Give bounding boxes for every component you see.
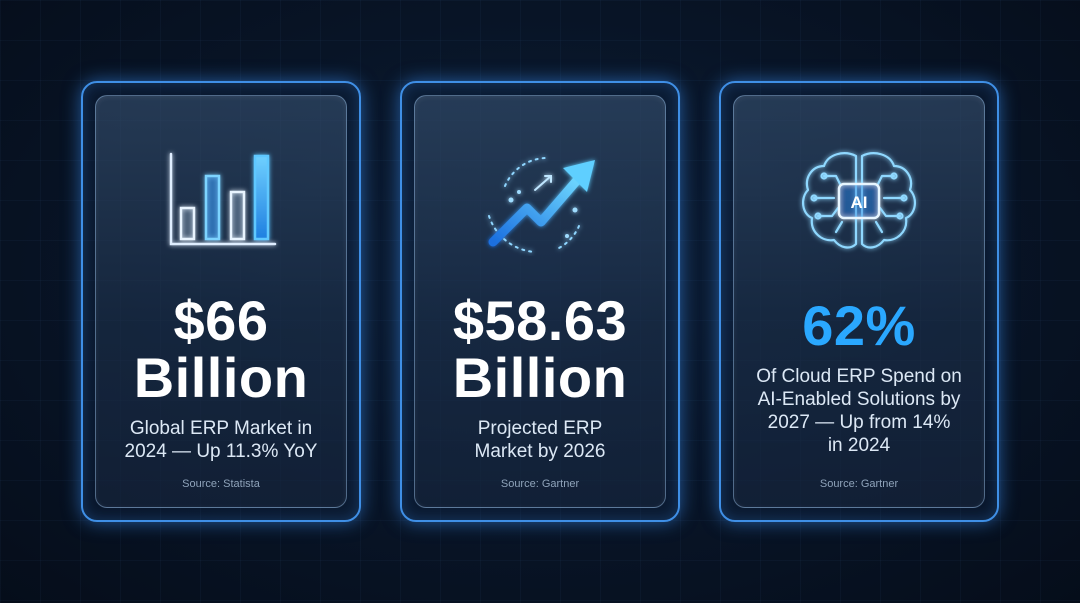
description-line: AI-Enabled Solutions by [757,389,961,410]
card-inner-panel: AI 62% Of Cloud ERP Spend on AI-Enabled … [733,95,985,508]
ai-brain-icon: AI [734,146,984,256]
stat-value: $66 [173,289,269,352]
stat-description: Global ERP Market in 2024 — Up 11.3% YoY [106,417,336,463]
stat-value: 62% [802,294,916,357]
stat-description: Of Cloud ERP Spend on AI-Enabled Solutio… [744,365,974,457]
description-line: Projected ERP [477,418,603,439]
source-label: Source: Gartner [500,478,580,490]
bar-chart-icon [96,146,346,256]
stat-description: Projected ERP Market by 2026 [425,417,655,463]
stat-unit: Billion [133,346,309,409]
description-line: in 2024 [827,435,891,456]
card-inner-panel: $58.63 Billion Projected ERP Market by 2… [414,95,666,508]
description-line: 2027 — Up from 14% [767,412,951,433]
stat-card-erp-projection-2026: $58.63 Billion Projected ERP Market by 2… [400,81,680,522]
description-line: Global ERP Market in [129,418,313,439]
stat-value: $58.63 [452,289,628,352]
description-line: Of Cloud ERP Spend on [756,366,962,387]
description-line: 2024 — Up 11.3% YoY [124,441,318,462]
source-label: Source: Gartner [819,478,899,490]
card-inner-panel: $66 Billion Global ERP Market in 2024 — … [95,95,347,508]
stat-card-ai-cloud-erp: AI 62% Of Cloud ERP Spend on AI-Enabled … [719,81,999,522]
ai-chip-label: AI [851,193,868,212]
description-line: Market by 2026 [474,441,606,462]
stat-unit: Billion [452,346,628,409]
trend-arrow-icon [415,146,665,256]
source-label: Source: Statista [182,478,260,490]
stat-card-erp-market-2024: $66 Billion Global ERP Market in 2024 — … [81,81,361,522]
